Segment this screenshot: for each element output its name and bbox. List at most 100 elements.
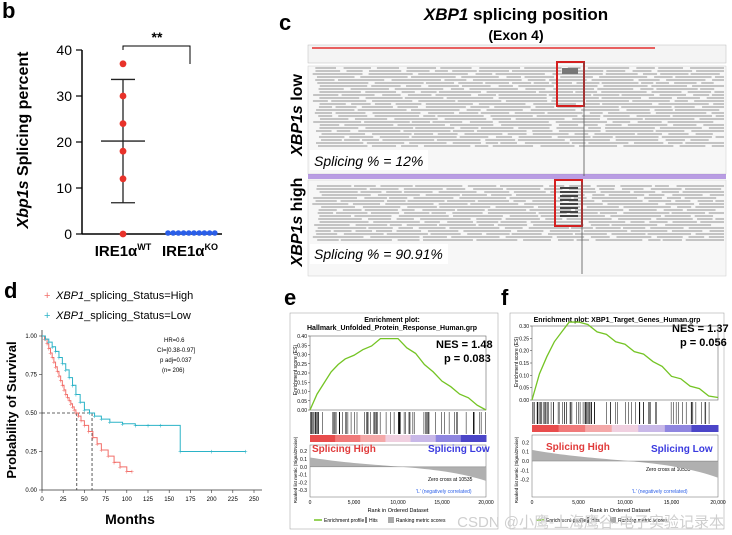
d-censor-mark: + [99, 417, 103, 424]
c-low-splicing-text: Splicing % = 12% [314, 153, 423, 169]
e-plot-body: 0.000.050.100.150.200.250.300.350.40-0.3… [297, 334, 494, 506]
f-enrichment-curve [531, 321, 719, 401]
e-x-tick-label: 15,000 [434, 500, 450, 506]
d-censor-mark: + [50, 355, 54, 362]
d-censor-mark: + [70, 404, 74, 411]
e-rank-tick-label: -0.2 [298, 480, 307, 486]
e-legend-hits: Hits [369, 518, 378, 524]
c-ruler-track [307, 44, 727, 64]
e-rank-colorbar-segment [435, 435, 462, 442]
panel-f-gsea: Enrichment plot: XBP1_Target_Genes_Human… [509, 312, 729, 530]
f-rank-colorbar-segment [638, 425, 666, 432]
f-legend-metric: Ranking metric scores [618, 518, 668, 524]
d-legend-low: XBP1_splicing_Status=Low [55, 310, 191, 322]
d-x-tick-label: 225 [228, 497, 239, 503]
e-rank-colorbar-segment [410, 435, 437, 442]
d-censor-mark: + [243, 449, 247, 456]
b-cat-ko-base: IRE1α [162, 243, 205, 260]
d-x-tick-label: 0 [40, 497, 44, 503]
f-rank-colorbar-segment [558, 425, 586, 432]
f-neg-corr: 'L' (negatively correlated) [632, 489, 688, 495]
d-legend-high: XBP1_splicing_Status=High [55, 290, 193, 302]
f-es-tick-label: 0.15 [519, 361, 529, 367]
f-es-ylabel: Enrichment score (ES) [514, 337, 520, 388]
d-censor-mark: + [91, 435, 95, 442]
f-rank-tick-label: 0.0 [522, 459, 529, 465]
e-frame [289, 312, 499, 530]
b-y-label-gene: Xbp1s [15, 180, 32, 229]
d-y-label: Probability of Survival [4, 341, 19, 478]
e-legend: Enrichment profile Hits Ranking metric s… [314, 517, 446, 524]
d-stat-hr: HR=0.6 [164, 338, 185, 344]
c-track-high-label: XBP1s high [289, 178, 306, 268]
panel-label-f: f [501, 285, 509, 310]
e-es-tick-label: 0.30 [297, 353, 307, 359]
f-legend: Enrichment profile Hits Ranking metric s… [536, 517, 668, 524]
d-censor-mark: + [106, 454, 110, 461]
b-cat-ko-sup: KO [205, 242, 219, 252]
f-x-tick-label: 10,000 [617, 500, 633, 506]
c-reads-low [312, 67, 724, 147]
d-censor-mark: + [133, 423, 137, 430]
d-censor-mark: + [178, 449, 182, 456]
d-censor-mark: + [60, 361, 64, 368]
d-curve-low [42, 335, 246, 452]
e-enrichment-curve [309, 337, 487, 411]
panel-label-d: d [4, 278, 17, 303]
d-censor-mark: + [95, 441, 99, 448]
b-wt-point [119, 175, 127, 183]
f-rank-ylabel: Ranked list metric (Signal2Noise) [514, 436, 519, 503]
e-high-label: Splicing High [312, 444, 376, 455]
d-censor-mark: + [57, 355, 61, 362]
e-rank-tick-label: -0.1 [298, 473, 307, 479]
e-rank-tick-label: 0.2 [300, 449, 307, 455]
c-track-low-label: XBP1s low [289, 74, 306, 157]
d-legend-high-symbol: + [44, 290, 50, 302]
b-category-wt: IRE1αWT [95, 242, 152, 260]
d-median-lines [42, 412, 93, 490]
f-rank-tick-label: 0.2 [522, 440, 529, 446]
c-title-gene: XBP1 [423, 5, 468, 24]
c-high-gene: XBP1s [289, 216, 306, 268]
e-pval: p = 0.083 [444, 353, 491, 365]
panel-b-dotplot: Xbp1s Splicing percent 0 10 20 30 40 ** IRE1… [15, 29, 222, 260]
d-censor-mark: + [72, 407, 76, 414]
d-censor-mark: + [74, 411, 78, 418]
d-censor-mark: + [48, 350, 52, 357]
b-ko-point [165, 230, 171, 236]
d-censor-mark: + [118, 464, 122, 471]
e-rank-colorbar-segment [360, 435, 386, 442]
b-wt-point [119, 147, 127, 155]
d-legend-low-symbol: + [44, 310, 50, 322]
f-title: Enrichment plot: XBP1_Target_Genes_Human… [534, 317, 701, 324]
d-censor-mark: + [79, 418, 83, 425]
e-subtitle: Hallmark_Unfolded_Protein_Response_Human… [307, 325, 477, 332]
c-low-gene: XBP1s [289, 105, 306, 157]
d-stat-n: (n= 206) [162, 368, 185, 374]
f-high-label: Splicing High [546, 442, 610, 453]
e-legend-metric: Ranking metric scores [396, 518, 446, 524]
f-pval: p = 0.056 [680, 337, 727, 349]
b-y-tick-label: 0 [64, 226, 72, 242]
e-es-tick-label: 0.05 [297, 399, 307, 405]
d-y-tick-label: 1.00 [25, 334, 37, 340]
d-censor-mark: + [93, 414, 97, 421]
e-neg-corr: 'L' (negatively correlated) [416, 489, 472, 495]
f-es-tick-label: 0.00 [519, 398, 529, 404]
e-rank-colorbar-segment [335, 435, 361, 442]
d-censor-mark: + [60, 383, 64, 390]
e-x-tick-label: 0 [309, 500, 312, 506]
e-rank-tick-label: 0.0 [300, 465, 307, 471]
d-censor-mark: + [65, 395, 69, 402]
d-censor-mark: + [70, 383, 74, 390]
f-xlabel: Rank in Ordered Dataset [590, 508, 651, 514]
f-es-tick-label: 0.20 [519, 349, 529, 355]
e-rank-metric-area [310, 457, 486, 481]
d-x-label: Months [105, 511, 155, 527]
d-censor-mark: + [55, 369, 59, 376]
c-subtitle: (Exon 4) [488, 27, 543, 43]
d-censor-mark: + [45, 341, 49, 348]
d-x-tick-label: 25 [60, 497, 67, 503]
b-category-ko: IRE1αKO [162, 242, 218, 260]
d-censor-mark: + [159, 423, 163, 430]
